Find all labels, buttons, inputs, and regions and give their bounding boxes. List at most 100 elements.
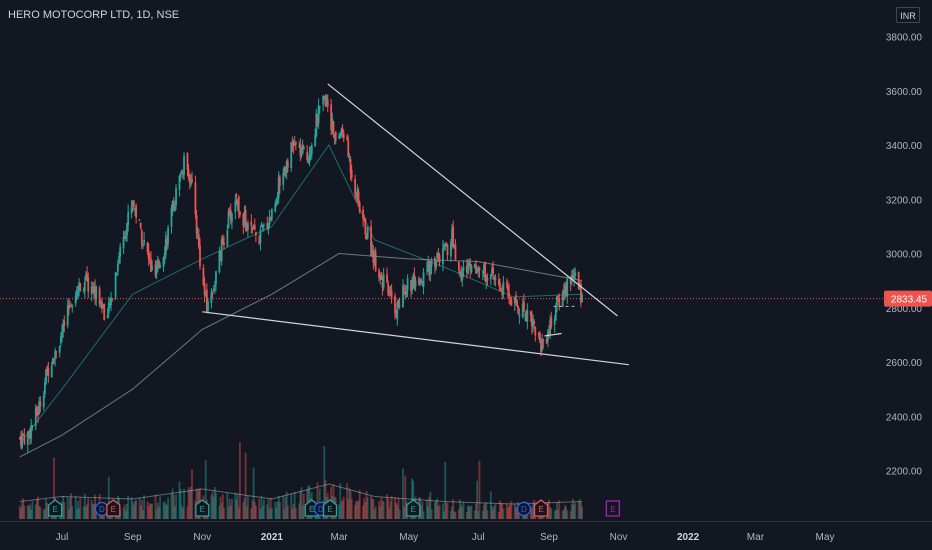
volume-bar (373, 509, 376, 519)
volume-bar (258, 498, 261, 519)
candle-body (189, 180, 192, 185)
candle-body (114, 272, 117, 298)
candle-body (386, 274, 388, 283)
candle-body (221, 238, 224, 244)
volume-bar (210, 495, 213, 519)
event-label: E (52, 505, 57, 514)
volume-bar (215, 492, 217, 519)
candle-body (110, 297, 112, 306)
moving-average-line (19, 144, 583, 444)
candle-body (59, 336, 62, 344)
volume-bar (569, 510, 572, 519)
candle-body (556, 296, 558, 307)
volume-bar (489, 491, 492, 519)
candle-body (517, 305, 520, 314)
volume-bar (548, 499, 550, 519)
candle-body (534, 326, 537, 336)
candle-body (69, 305, 71, 307)
candle-body (405, 291, 408, 295)
candle-body (174, 206, 176, 211)
volume-bar (291, 508, 294, 519)
candle-body (454, 244, 457, 260)
candle-body (572, 275, 574, 279)
candle-body (156, 259, 159, 269)
candle-body (450, 242, 452, 257)
candle-body (95, 286, 98, 300)
earnings-upcoming-marker (605, 500, 621, 517)
volume-bar (219, 496, 222, 519)
candle-body (103, 304, 106, 320)
volume-bar (478, 460, 481, 519)
volume-bar (29, 504, 31, 519)
candle-body (332, 121, 335, 135)
candle-body (489, 274, 492, 280)
candle-body (540, 340, 542, 353)
candle-body (23, 435, 26, 444)
candle-body (252, 227, 255, 229)
candle-body (444, 244, 447, 248)
candle-body (380, 272, 383, 280)
candle-body (212, 288, 215, 291)
volume-bar (69, 498, 71, 519)
volume-bar (460, 504, 463, 519)
volume-bar (578, 498, 581, 519)
candle-body (557, 296, 560, 299)
candle-body (564, 285, 566, 295)
event-label: E (327, 505, 332, 514)
trendlines (202, 83, 629, 366)
candle-body (123, 237, 126, 239)
volume-bar (381, 500, 384, 519)
volume-bar (509, 504, 512, 519)
candle-body (529, 311, 532, 316)
candle-body (484, 261, 487, 281)
currency-button[interactable]: INR (896, 7, 920, 23)
candle-body (418, 278, 420, 285)
volume-bar (341, 500, 344, 519)
volume-bar (421, 501, 424, 519)
volume-bar (450, 511, 452, 519)
candle-body (62, 323, 65, 333)
volume-bar (349, 491, 352, 519)
candle-body (460, 272, 463, 279)
candle-body (501, 290, 504, 296)
volume-bar (221, 494, 224, 519)
volume-bar (475, 503, 477, 519)
candle-body (492, 266, 495, 274)
candle-body (218, 251, 221, 273)
candle-body (20, 436, 22, 446)
volume-bar (85, 506, 87, 519)
volume-bar (570, 504, 573, 519)
volume-bar (497, 511, 500, 519)
candle-body (37, 413, 39, 416)
volume-bar (270, 508, 273, 519)
candle-body (275, 198, 278, 206)
volume-bar (143, 495, 146, 519)
volume-bar (348, 488, 351, 519)
earnings-marker (195, 499, 210, 517)
candle-body (250, 221, 253, 226)
volume-bar (252, 467, 255, 519)
volume-bar (507, 507, 509, 519)
candle-body (316, 115, 319, 125)
candle-body (403, 288, 406, 290)
candle-body (429, 265, 432, 275)
time-axis[interactable]: Jul Sep Nov 2021 Mar May Jul Sep Nov 2022 Mar May (0, 521, 932, 544)
candle-body (372, 250, 375, 263)
candle-body (191, 179, 193, 182)
volume-bar (362, 505, 364, 519)
candle-body (146, 242, 149, 253)
candle-body (470, 265, 473, 273)
candle-body (282, 172, 285, 185)
candle-body (342, 133, 345, 139)
candle-body (294, 142, 297, 145)
candle-body (210, 292, 213, 304)
volume-bar (442, 503, 444, 519)
candle-body (395, 315, 398, 318)
price-axis[interactable]: 3800.00 3600.00 3400.00 3200.00 3000.00 2800.… (884, 33, 932, 478)
candle-body (50, 365, 53, 378)
volume-bar (378, 501, 380, 519)
trendline (327, 83, 618, 317)
volume-average-line (19, 483, 583, 505)
